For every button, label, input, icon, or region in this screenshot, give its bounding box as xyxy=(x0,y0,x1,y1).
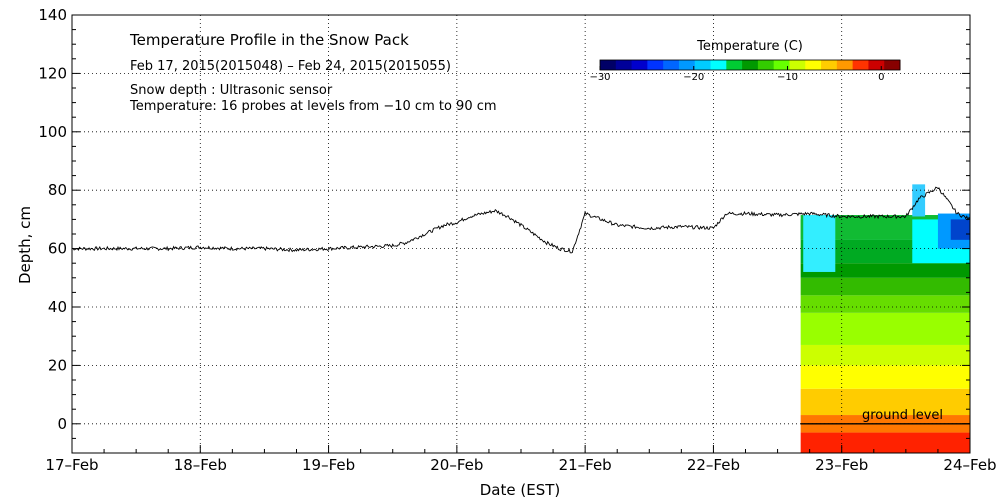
y-tick-label: 80 xyxy=(48,181,67,199)
colorbar-swatch xyxy=(742,60,759,70)
colorbar-frame xyxy=(599,59,901,71)
colorbar-swatch xyxy=(678,60,696,70)
x-tick-label: 21–Feb xyxy=(559,456,612,474)
temp-cold-region-2 xyxy=(950,219,970,240)
colorbar-swatch xyxy=(757,60,775,70)
x-tick-label: 20–Feb xyxy=(430,456,483,474)
colorbar-swatch xyxy=(852,60,869,70)
chart-subtitle: Feb 17, 2015(2015048) – Feb 24, 2015(201… xyxy=(130,59,451,74)
y-axis-label: Depth, cm xyxy=(16,206,34,284)
temp-spike-region xyxy=(912,184,926,217)
y-tick-label: 0 xyxy=(57,415,67,433)
temp-band-8 xyxy=(800,263,970,278)
x-tick-label: 24–Feb xyxy=(943,456,996,474)
axis-ticks: 17–Feb 18–Feb 19–Feb 20–Feb 21–Feb 22–Feb 23–F… xyxy=(38,6,996,474)
colorbar-label: Temperature (C) xyxy=(696,39,803,54)
x-tick-label: 22–Feb xyxy=(687,456,740,474)
colorbar-swatch xyxy=(710,60,727,70)
y-tick-label: 120 xyxy=(38,64,67,82)
note-snow-depth: Snow depth : Ultrasonic sensor xyxy=(130,83,333,98)
colorbar-tick-label: 0 xyxy=(878,72,884,83)
x-tick-label: 18–Feb xyxy=(174,456,227,474)
note-temperature: Temperature: 16 probes at levels from −1… xyxy=(129,99,497,114)
x-tick-label: 23–Feb xyxy=(815,456,868,474)
colorbar-swatch xyxy=(836,60,854,70)
snow-depth-series xyxy=(71,186,971,254)
temp-band-7 xyxy=(800,277,970,296)
temp-band-3 xyxy=(800,365,970,389)
temp-cyan-region xyxy=(803,215,836,272)
colorbar-swatch xyxy=(694,60,712,70)
colorbar-tick-label: −10 xyxy=(777,72,798,83)
grid xyxy=(72,15,970,453)
colorbar: −30 −20 −10 0 xyxy=(589,59,901,83)
colorbar-swatch xyxy=(868,60,885,70)
y-tick-label: 60 xyxy=(48,240,67,258)
colorbar-tick-label: −20 xyxy=(683,72,704,83)
y-tick-label: 100 xyxy=(38,123,67,141)
colorbar-swatch xyxy=(789,60,806,70)
temp-band-6 xyxy=(800,295,970,313)
colorbar-tick-label: −30 xyxy=(589,72,610,83)
temp-band-0 xyxy=(800,432,970,453)
colorbar-swatch xyxy=(600,60,617,70)
y-tick-label: 40 xyxy=(48,298,67,316)
x-axis-label: Date (EST) xyxy=(480,481,561,499)
temp-band-2 xyxy=(800,388,970,416)
y-tick-label: 140 xyxy=(38,6,67,24)
x-tick-label: 19–Feb xyxy=(302,456,355,474)
colorbar-swatch xyxy=(726,60,743,70)
x-tick-label: 17–Feb xyxy=(45,456,98,474)
colorbar-swatch xyxy=(773,60,790,70)
colorbar-swatch xyxy=(647,60,664,70)
ground-level-label: ground level xyxy=(862,408,943,423)
colorbar-swatch xyxy=(663,60,680,70)
colorbar-swatch xyxy=(631,60,648,70)
y-tick-label: 20 xyxy=(48,356,67,374)
snow-depth-line xyxy=(71,186,971,254)
colorbar-swatch xyxy=(615,60,633,70)
chart-title: Temperature Profile in the Snow Pack xyxy=(129,31,409,49)
temp-band-5 xyxy=(800,312,970,345)
temp-band-4 xyxy=(800,344,970,366)
colorbar-swatch xyxy=(821,60,838,70)
colorbar-swatch xyxy=(805,60,822,70)
colorbar-swatch xyxy=(884,60,901,70)
temperature-field xyxy=(800,184,970,453)
